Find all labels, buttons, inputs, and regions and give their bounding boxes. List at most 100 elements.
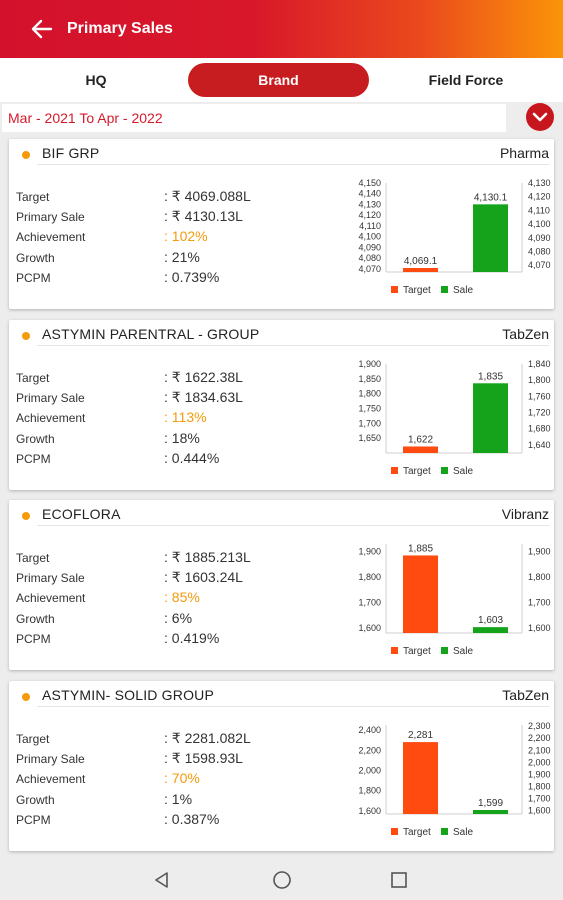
right-tick-label: 1,720	[528, 408, 551, 418]
left-tick-label: 1,850	[358, 374, 381, 384]
right-tick-label: 4,100	[528, 219, 551, 229]
target-value-label: 2,281	[408, 730, 433, 741]
field-value-pcpm: : 0.444%	[164, 450, 220, 466]
left-tick-label: 1,800	[358, 786, 381, 796]
brand-name: ECOFLORA	[42, 506, 121, 522]
comparison-chart: 2,400 2,200 2,000 1,800 1,600 2,300 2,200 2,100…	[358, 721, 551, 838]
sale-bar	[473, 627, 508, 633]
sale-value-label: 1,835	[478, 371, 503, 382]
left-tick-label: 1,750	[358, 404, 381, 414]
tab-hq[interactable]: HQ	[85, 72, 107, 88]
brand-card[interactable]: BIF GRP Pharma Target: ₹ 4069.088L Primary …	[9, 139, 554, 309]
target-bar	[403, 742, 438, 814]
field-label-primary-sale: Primary Sale	[16, 752, 85, 766]
sale-bar	[473, 810, 508, 814]
right-tick-label: 1,680	[528, 424, 551, 434]
right-tick-label: 1,700	[528, 793, 551, 803]
nav-back-button[interactable]	[150, 868, 174, 892]
left-tick-label: 1,800	[358, 389, 381, 399]
field-value-primary-sale: : ₹ 4130.13L	[164, 208, 243, 224]
target-bar	[403, 268, 438, 272]
sale-bar	[473, 204, 508, 272]
circle-home-icon	[273, 871, 291, 889]
left-tick-label: 4,110	[359, 221, 381, 231]
left-tick-label: 1,700	[358, 418, 381, 428]
right-tick-label: 1,800	[528, 375, 551, 385]
field-label-achievement: Achievement	[16, 411, 86, 425]
right-tick-label: 1,900	[528, 547, 551, 557]
field-label-achievement: Achievement	[16, 230, 86, 244]
legend-target-label: Target	[403, 827, 431, 838]
division-name: TabZen	[502, 326, 549, 342]
legend-sale-label: Sale	[453, 466, 473, 477]
legend-sale-swatch	[441, 647, 448, 654]
legend-sale-swatch	[441, 467, 448, 474]
field-label-achievement: Achievement	[16, 772, 86, 786]
field-label-primary-sale: Primary Sale	[16, 571, 85, 585]
right-tick-label: 1,840	[528, 359, 551, 369]
nav-recents-button[interactable]	[387, 868, 411, 892]
sale-value-label: 1,599	[478, 798, 503, 809]
brand-card[interactable]: ECOFLORA Vibranz Target: ₹ 1885.213L Primar…	[9, 500, 554, 670]
app-header: Primary Sales	[0, 0, 563, 58]
left-tick-label: 4,120	[358, 210, 381, 220]
back-button[interactable]	[27, 14, 57, 44]
legend-sale-label: Sale	[453, 646, 473, 657]
period-dropdown-button[interactable]	[526, 103, 554, 131]
field-label-pcpm: PCPM	[16, 271, 51, 285]
field-value-pcpm: : 0.739%	[164, 269, 220, 285]
right-tick-label: 1,760	[528, 391, 551, 401]
legend-target-label: Target	[403, 285, 431, 296]
right-tick-label: 1,900	[528, 769, 551, 779]
right-tick-label: 1,600	[528, 623, 551, 633]
field-value-achievement: : 70%	[164, 770, 200, 786]
brand-card[interactable]: ASTYMIN- SOLID GROUP TabZen Target: ₹ 2281…	[9, 681, 554, 851]
chevron-down-icon	[532, 112, 548, 122]
left-tick-label: 4,080	[358, 253, 381, 263]
page-title: Primary Sales	[67, 20, 173, 37]
period-field[interactable]: Mar - 2021 To Apr - 2022	[2, 104, 506, 132]
legend-sale-swatch	[441, 828, 448, 835]
divider	[37, 345, 549, 346]
tab-brand[interactable]: Brand	[188, 63, 369, 97]
field-label-pcpm: PCPM	[16, 632, 51, 646]
right-tick-label: 4,110	[528, 205, 550, 215]
divider	[37, 525, 549, 526]
comparison-chart: 1,900 1,850 1,800 1,750 1,700 1,650 1,840 1,800…	[358, 359, 551, 477]
field-value-primary-sale: : ₹ 1598.93L	[164, 750, 243, 766]
tab-field-force[interactable]: Field Force	[428, 72, 504, 88]
right-tick-label: 4,080	[528, 246, 551, 256]
comparison-chart: 1,900 1,800 1,700 1,600 1,900 1,800 1,700 1,600…	[358, 543, 551, 657]
left-tick-label: 4,140	[358, 189, 381, 199]
sale-value-label: 4,130.1	[474, 192, 508, 203]
target-value-label: 1,622	[408, 434, 433, 445]
sale-bar	[473, 383, 508, 453]
field-label-target: Target	[16, 371, 50, 385]
left-tick-label: 2,400	[358, 725, 381, 735]
right-tick-label: 2,100	[528, 745, 551, 755]
target-value-label: 1,885	[408, 543, 433, 554]
field-value-target: : ₹ 1885.213L	[164, 549, 251, 565]
triangle-back-icon	[155, 872, 168, 888]
field-value-pcpm: : 0.387%	[164, 811, 220, 827]
brand-card[interactable]: ASTYMIN PARENTRAL - GROUP TabZen Target: ₹…	[9, 320, 554, 490]
left-tick-label: 4,070	[358, 264, 381, 274]
nav-home-button[interactable]	[270, 868, 294, 892]
right-tick-label: 1,640	[528, 440, 551, 450]
right-tick-label: 2,300	[528, 721, 551, 731]
field-label-target: Target	[16, 732, 50, 746]
field-value-growth: : 18%	[164, 430, 200, 446]
field-label-primary-sale: Primary Sale	[16, 210, 85, 224]
field-value-growth: : 6%	[164, 610, 193, 626]
right-tick-label: 2,000	[528, 757, 551, 767]
legend-sale-label: Sale	[453, 827, 473, 838]
right-tick-label: 4,070	[528, 260, 551, 270]
brand-name: BIF GRP	[42, 145, 100, 161]
field-label-pcpm: PCPM	[16, 813, 51, 827]
left-tick-label: 1,800	[358, 572, 381, 582]
left-tick-label: 4,100	[358, 232, 381, 242]
target-bar	[403, 446, 438, 453]
comparison-chart: 4,1504,1404,1304,1204,1104,1004,0904,080…	[358, 178, 551, 296]
period-label: Mar - 2021 To Apr - 2022	[8, 110, 163, 126]
field-value-primary-sale: : ₹ 1603.24L	[164, 569, 243, 585]
